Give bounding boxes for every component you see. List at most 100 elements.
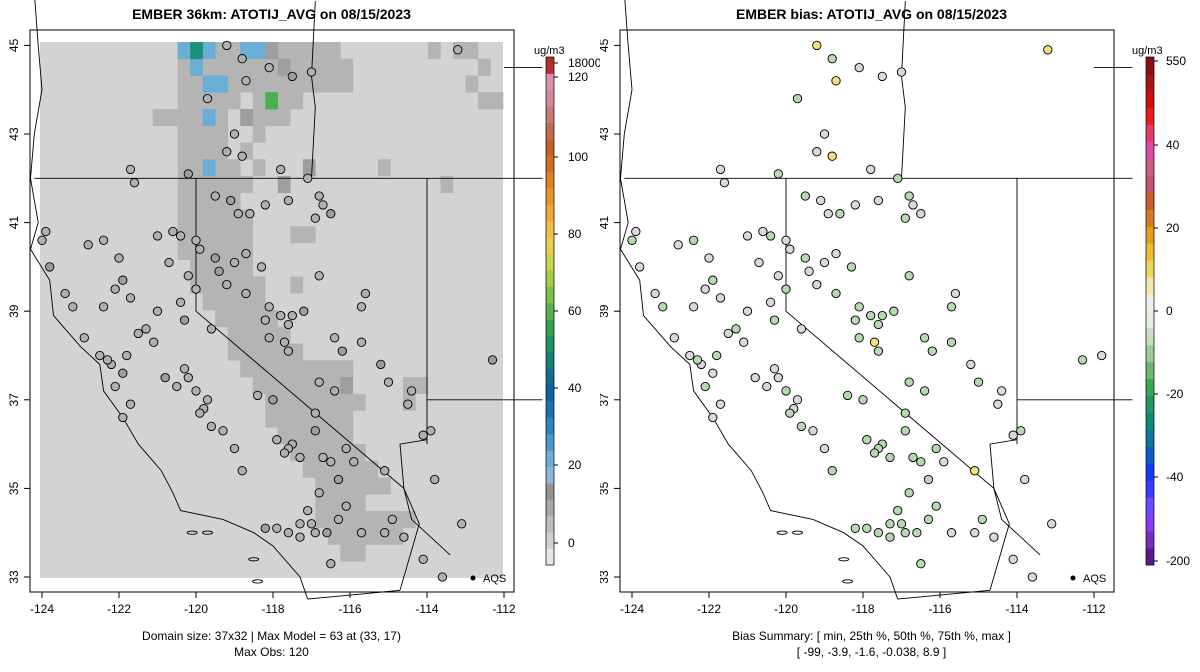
grid-cell: [202, 176, 216, 194]
grid-cell: [290, 58, 304, 76]
observation-site: [222, 147, 232, 157]
grid-cell: [327, 75, 341, 93]
grid-cell: [340, 75, 354, 93]
observation-site: [37, 235, 47, 245]
observation-site: [202, 93, 213, 104]
colorbar-bin: [546, 57, 554, 74]
grid-cell: [327, 494, 341, 512]
grid-cell: [202, 209, 216, 227]
grid-cell: [365, 477, 379, 495]
grid-cell: [352, 477, 366, 495]
observation-site: [237, 54, 247, 64]
left-panel-title: EMBER 36km: ATOTIJ_AVG on 08/15/2023: [132, 6, 411, 22]
colorbar-bin: [1146, 107, 1154, 126]
left-domain-caption: Domain size: 37x32 | Max Model = 63 at (…: [142, 629, 401, 643]
bias-site: [973, 377, 984, 387]
island: [838, 557, 850, 562]
grid-cell: [302, 444, 316, 462]
observation-site: [129, 178, 140, 188]
observation-site: [164, 257, 174, 268]
observation-site: [283, 346, 294, 356]
grid-cell: [177, 243, 191, 261]
grid-cell: [465, 75, 479, 93]
bias-site: [900, 528, 910, 538]
boundary-line: [311, 1, 316, 179]
bias-site: [896, 519, 907, 529]
colorbar-bin: [546, 73, 554, 91]
observation-site: [341, 443, 351, 454]
bias-points: [627, 40, 1107, 582]
bias-site: [896, 67, 907, 77]
grid-cell: [365, 511, 379, 529]
bias-site: [908, 452, 918, 463]
grid-cell: [252, 377, 266, 395]
x-tick-label: -120: [774, 602, 798, 616]
observation-site: [337, 346, 347, 356]
grid-cell: [265, 410, 279, 428]
grid-cell: [202, 276, 216, 294]
grid-cell: [427, 42, 441, 60]
colorbar-bin: [546, 466, 554, 484]
y-tick-label: 45: [600, 38, 611, 52]
observation-site: [102, 355, 113, 365]
grid-cell: [190, 125, 203, 143]
grid-cell: [315, 42, 329, 60]
colorbar-bin: [546, 499, 554, 517]
observation-site: [210, 191, 220, 201]
bias-site: [800, 253, 810, 263]
observation-site: [295, 519, 305, 529]
colorbar-bin: [1146, 192, 1154, 210]
y-tick-label: 39: [600, 304, 611, 318]
observation-site: [276, 164, 286, 175]
grid-cell: [277, 360, 291, 378]
colorbar-bin: [546, 204, 554, 222]
grid-cell: [252, 109, 266, 127]
grid-cell: [202, 159, 216, 177]
bias-site: [731, 324, 741, 334]
colorbar-bin: [1146, 514, 1154, 532]
grid-cell: [302, 159, 316, 177]
observation-site: [283, 319, 294, 330]
observation-site: [222, 279, 232, 290]
grid-cell: [327, 360, 341, 378]
grid-cell: [302, 360, 316, 378]
colorbar-tick-label: -20: [1166, 387, 1184, 401]
bias-site: [769, 315, 780, 325]
observation-site: [295, 532, 305, 542]
bias-site: [1016, 426, 1026, 436]
grid-cell: [252, 58, 266, 76]
colorbar-bin: [1146, 294, 1154, 312]
bias-site: [754, 257, 764, 268]
grid-cell: [277, 92, 291, 110]
bias-site: [704, 253, 714, 263]
bias-site: [893, 505, 903, 516]
colorbar-tick-label: 80: [568, 227, 582, 241]
bias-site: [919, 386, 930, 396]
observation-site: [356, 337, 367, 347]
colorbar-bin: [1146, 446, 1154, 464]
grid-cell: [202, 75, 216, 93]
grid-cell: [340, 410, 354, 428]
bias-site: [873, 528, 884, 538]
grid-cell: [327, 444, 341, 462]
grid-cell: [240, 293, 254, 311]
observation-site: [195, 244, 205, 254]
grid-cell: [202, 125, 216, 143]
grid-cell: [340, 377, 354, 395]
bias-site: [977, 514, 987, 525]
colorbar-bin: [1146, 57, 1154, 75]
grid-cell: [240, 360, 254, 378]
y-tick-label: 33: [600, 570, 611, 584]
grid-cell: [190, 176, 203, 194]
observation-site: [256, 262, 267, 272]
bias-site: [877, 310, 887, 321]
grid-cell: [277, 410, 291, 428]
observation-site: [179, 315, 190, 325]
bias-site: [854, 302, 864, 312]
bias-site: [900, 408, 910, 418]
bias-site: [769, 364, 780, 374]
observation-site: [118, 368, 128, 378]
observation-site: [437, 572, 448, 582]
bias-site: [1077, 355, 1088, 365]
